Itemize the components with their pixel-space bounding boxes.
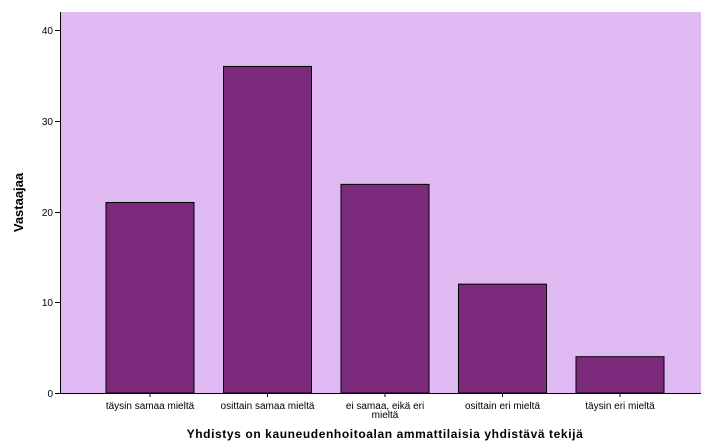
x-category-label: täysin samaa mieltä bbox=[106, 401, 195, 412]
y-tick-label: 30 bbox=[42, 117, 54, 128]
x-category-label: ei samaa, eikä eri mieltä bbox=[346, 401, 424, 421]
y-tick-label: 0 bbox=[47, 389, 53, 400]
y-tick-label: 40 bbox=[42, 26, 54, 37]
bar bbox=[458, 283, 547, 394]
bar bbox=[340, 183, 430, 394]
x-category-label: osittain samaa mieltä bbox=[221, 401, 315, 412]
bar bbox=[223, 65, 312, 394]
y-axis-title: Vastaajaa bbox=[11, 172, 26, 232]
x-axis-title: Yhdistys on kauneudenhoitoalan ammattila… bbox=[187, 427, 584, 441]
x-axis-category-labels: täysin samaa mieltä osittain samaa mieltä… bbox=[106, 393, 655, 421]
y-axis-ticks: 0 10 20 30 40 bbox=[42, 26, 60, 400]
x-category-label: osittain eri mieltä bbox=[465, 401, 540, 412]
x-category-label: täysin eri mieltä bbox=[585, 401, 655, 412]
y-tick-label: 10 bbox=[42, 298, 54, 309]
bars bbox=[105, 65, 665, 394]
bar bbox=[575, 356, 665, 394]
bar bbox=[105, 202, 195, 394]
y-tick-label: 20 bbox=[42, 208, 54, 219]
